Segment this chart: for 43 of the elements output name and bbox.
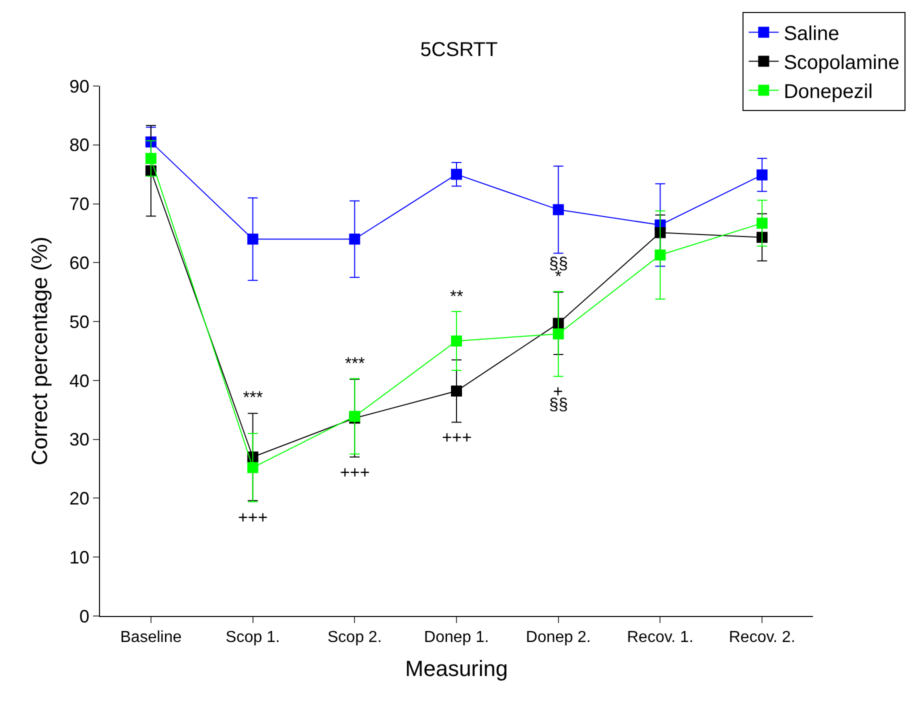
point bbox=[756, 218, 768, 229]
point bbox=[451, 386, 462, 397]
y-tick-label: 10 bbox=[69, 547, 90, 568]
point bbox=[552, 328, 564, 340]
annotation: ** bbox=[450, 287, 464, 306]
y-tick-label: 30 bbox=[69, 430, 90, 450]
point bbox=[247, 462, 258, 474]
point bbox=[247, 234, 258, 245]
point bbox=[349, 234, 360, 245]
y-axis-title: Correct percentage (%) bbox=[27, 236, 52, 466]
point bbox=[145, 152, 156, 164]
x-tick-label: Scop 2. bbox=[328, 629, 382, 646]
x-axis-title: Measuring bbox=[405, 656, 508, 682]
point bbox=[451, 168, 462, 180]
x-tick-label: Donep 2. bbox=[526, 629, 591, 646]
y-tick-label: 60 bbox=[69, 252, 90, 273]
y-tick-label: 20 bbox=[69, 488, 90, 509]
point bbox=[654, 250, 666, 261]
legend-label: Saline bbox=[784, 23, 840, 46]
y-tick-label: 40 bbox=[69, 370, 90, 391]
annotation: +++ bbox=[238, 508, 268, 527]
x-tick-label: Scop 1. bbox=[226, 629, 280, 646]
legend-label: Scopolamine bbox=[784, 52, 900, 74]
annotation: +++ bbox=[442, 428, 472, 447]
point bbox=[552, 204, 564, 216]
x-tick-label: Recov. 1. bbox=[627, 629, 694, 646]
y-tick-label: 80 bbox=[69, 135, 90, 156]
annotation: *** bbox=[345, 354, 366, 373]
annotation: +++ bbox=[340, 463, 370, 482]
point bbox=[756, 232, 768, 243]
legend-label: Donepezil bbox=[784, 81, 873, 104]
y-tick-label: 0 bbox=[79, 606, 90, 626]
x-tick-label: Recov. 2. bbox=[728, 629, 796, 646]
y-tick-label: 70 bbox=[69, 194, 90, 214]
x-tick-label: Donep 1. bbox=[424, 629, 489, 646]
x-tick-label: Baseline bbox=[120, 629, 182, 646]
annotation: *** bbox=[243, 388, 264, 407]
point bbox=[756, 169, 768, 180]
point bbox=[451, 335, 462, 346]
y-tick-label: 50 bbox=[69, 312, 90, 332]
point bbox=[654, 227, 666, 238]
y-tick-label: 90 bbox=[69, 76, 90, 96]
chart-title: 5CSRTT bbox=[420, 39, 498, 62]
